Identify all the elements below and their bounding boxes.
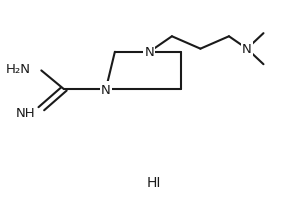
Text: HI: HI — [147, 175, 161, 189]
Text: N: N — [242, 43, 252, 56]
Text: N: N — [144, 46, 154, 59]
Text: N: N — [101, 83, 111, 96]
Text: NH: NH — [16, 107, 35, 120]
Text: H₂N: H₂N — [6, 63, 31, 75]
